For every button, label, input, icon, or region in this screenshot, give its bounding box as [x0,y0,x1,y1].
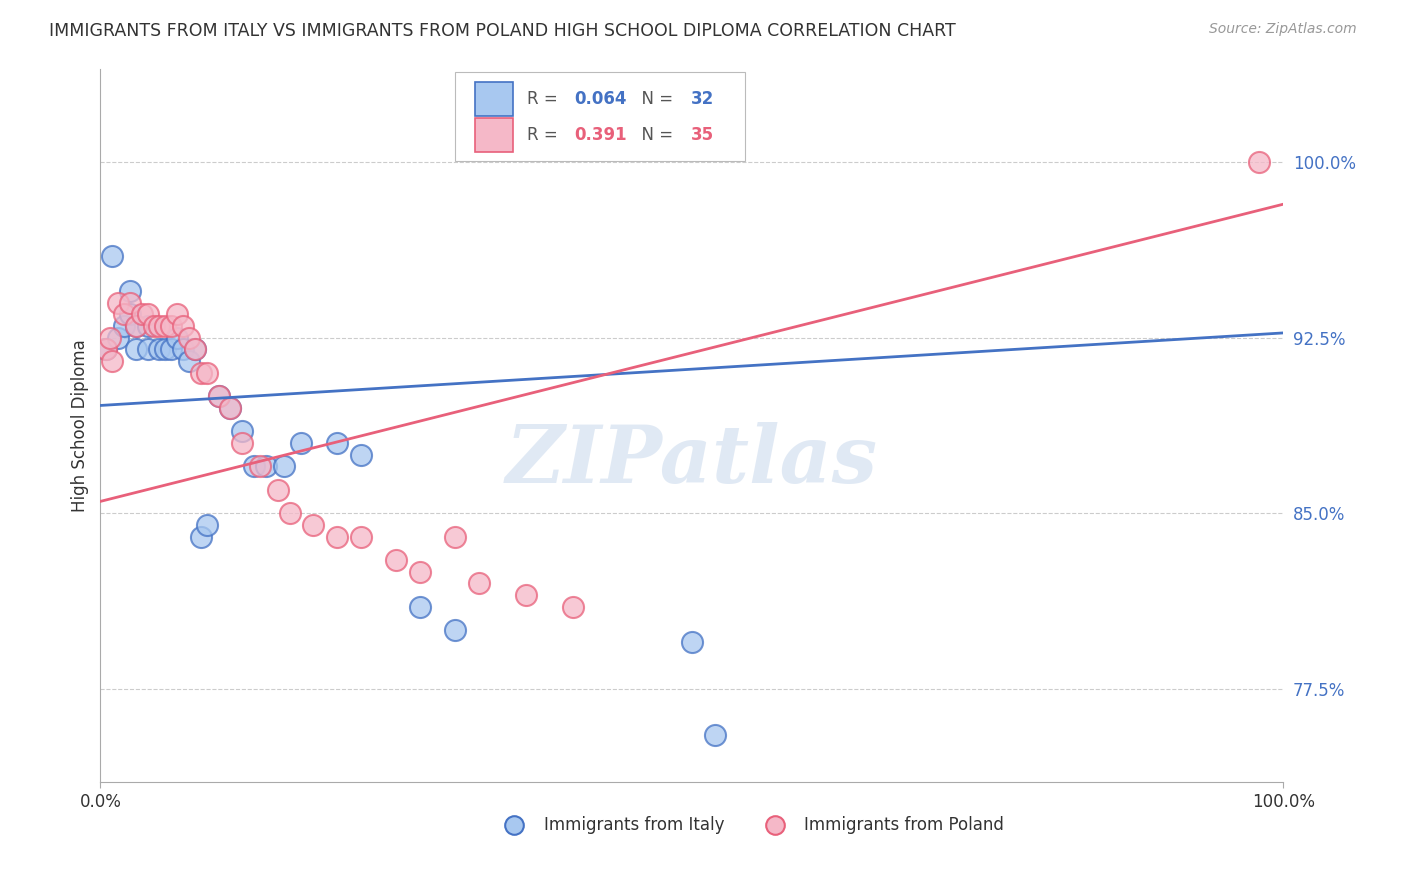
Point [231,436,253,450]
Point [704,728,727,742]
Point [562,599,585,614]
Point [249,459,271,474]
Point [107,295,129,310]
Point [118,284,141,298]
Point [444,529,467,543]
Point [243,459,266,474]
Y-axis label: High School Diploma: High School Diploma [72,339,89,512]
Point [112,318,135,333]
Point [681,635,703,649]
Point [112,307,135,321]
Point [166,307,188,321]
Text: Immigrants from Poland: Immigrants from Poland [804,816,1004,834]
Text: IMMIGRANTS FROM ITALY VS IMMIGRANTS FROM POLAND HIGH SCHOOL DIPLOMA CORRELATION : IMMIGRANTS FROM ITALY VS IMMIGRANTS FROM… [49,22,956,40]
Point [136,307,159,321]
Point [219,401,242,415]
Point [96,343,118,357]
Point [409,565,432,579]
Point [125,318,148,333]
Text: Immigrants from Italy: Immigrants from Italy [544,816,724,834]
Point [195,366,218,380]
Point [118,307,141,321]
Point [326,529,349,543]
FancyBboxPatch shape [456,72,745,161]
Point [190,366,212,380]
FancyBboxPatch shape [475,118,513,152]
Point [148,318,170,333]
Point [98,330,121,344]
Point [177,330,200,344]
Point [254,459,277,474]
Text: 0.064: 0.064 [575,89,627,108]
Point [96,343,118,357]
Point [267,483,290,497]
Point [107,330,129,344]
Point [515,588,537,602]
Point [273,459,295,474]
Text: R =: R = [527,89,564,108]
Point [118,295,141,310]
Point [184,343,207,357]
Point [326,436,349,450]
Point [125,343,148,357]
Point [125,318,148,333]
Point [190,529,212,543]
Point [101,249,124,263]
Point [177,354,200,368]
Text: N =: N = [631,89,679,108]
Point [195,517,218,532]
Text: R =: R = [527,126,564,144]
Point [172,343,194,357]
Point [155,343,177,357]
Point [1249,155,1271,169]
Text: 35: 35 [690,126,714,144]
Point [166,330,188,344]
Point [468,576,491,591]
Text: 0.391: 0.391 [575,126,627,144]
Point [444,623,467,637]
Point [302,517,325,532]
Point [148,343,170,357]
Point [136,318,159,333]
Point [155,318,177,333]
Point [160,318,183,333]
Point [184,343,207,357]
Point [219,401,242,415]
FancyBboxPatch shape [475,81,513,116]
Point [207,389,229,403]
Point [207,389,229,403]
Point [160,343,183,357]
Point [278,506,301,520]
Point [231,424,253,438]
Point [349,448,371,462]
Point [136,343,159,357]
Text: N =: N = [631,126,679,144]
Point [290,436,312,450]
Point [142,318,165,333]
Text: Source: ZipAtlas.com: Source: ZipAtlas.com [1209,22,1357,37]
Point [409,599,432,614]
Text: 32: 32 [690,89,714,108]
Point [349,529,371,543]
Point [385,553,408,567]
Point [131,307,153,321]
Point [101,354,124,368]
Point [172,318,194,333]
Text: ZIPatlas: ZIPatlas [506,422,877,500]
